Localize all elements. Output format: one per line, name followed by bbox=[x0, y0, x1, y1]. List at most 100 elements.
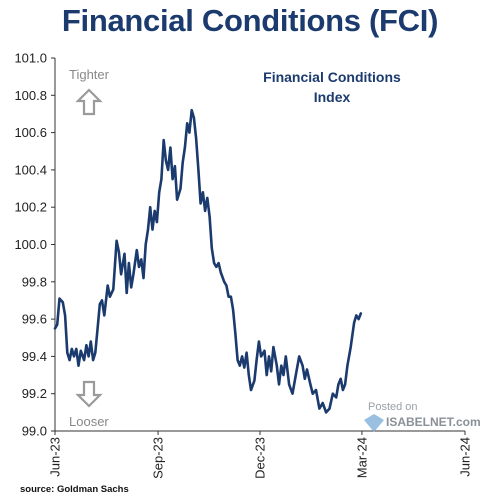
data-point bbox=[328, 407, 331, 410]
data-point bbox=[199, 202, 202, 205]
data-point bbox=[151, 228, 154, 231]
data-point bbox=[99, 303, 101, 305]
data-point bbox=[181, 161, 184, 164]
data-point bbox=[66, 351, 69, 354]
data-point bbox=[112, 288, 115, 291]
data-point bbox=[171, 178, 174, 181]
data-point bbox=[295, 374, 297, 376]
data-point bbox=[206, 197, 209, 199]
data-point bbox=[357, 318, 360, 320]
data-point bbox=[268, 355, 270, 358]
data-point bbox=[234, 333, 237, 335]
data-point bbox=[311, 392, 314, 395]
data-point bbox=[232, 308, 234, 311]
data-point bbox=[280, 364, 283, 367]
data-point bbox=[138, 266, 140, 268]
looser-label: Looser bbox=[69, 414, 109, 429]
data-point bbox=[120, 273, 122, 276]
data-point bbox=[349, 346, 352, 348]
data-point bbox=[315, 389, 317, 391]
y-tick-label: 99.6 bbox=[22, 312, 47, 327]
data-point bbox=[83, 359, 85, 361]
data-point bbox=[75, 348, 78, 350]
y-tick-label: 99.8 bbox=[22, 274, 47, 289]
data-point bbox=[241, 355, 243, 358]
data-point bbox=[342, 389, 344, 391]
y-tick-label: 99.4 bbox=[22, 349, 47, 364]
watermark-site: ISABELNET.com bbox=[386, 415, 481, 429]
data-point bbox=[288, 383, 290, 386]
data-point bbox=[68, 359, 71, 361]
data-point bbox=[202, 191, 204, 194]
data-point bbox=[360, 312, 362, 315]
data-point bbox=[56, 323, 59, 326]
data-point bbox=[250, 389, 252, 391]
x-axis-ticks: Jun-23 Sep-23 Dec-23 Mar-24 Jun-24 bbox=[48, 431, 473, 479]
data-point bbox=[213, 262, 215, 264]
y-tick-label: 100.4 bbox=[14, 162, 47, 177]
data-point bbox=[162, 139, 165, 141]
data-point bbox=[211, 247, 213, 250]
y-tick-label: 99.2 bbox=[22, 386, 47, 401]
up-arrow-icon bbox=[75, 88, 103, 116]
y-tick-label: 100.6 bbox=[14, 125, 47, 140]
page-title: Financial Conditions (FCI) bbox=[61, 3, 439, 38]
data-point bbox=[236, 359, 239, 361]
data-point bbox=[227, 295, 230, 298]
data-point bbox=[245, 351, 248, 354]
data-point bbox=[301, 364, 304, 367]
data-point bbox=[197, 169, 200, 171]
data-point bbox=[260, 355, 262, 358]
data-point bbox=[73, 355, 75, 358]
legend-title-line-1: Financial Conditions bbox=[263, 69, 401, 85]
data-point bbox=[160, 178, 163, 181]
data-point bbox=[321, 402, 324, 404]
data-point bbox=[147, 228, 149, 231]
data-point bbox=[243, 366, 246, 369]
data-point bbox=[253, 379, 256, 382]
series-layer bbox=[53, 108, 363, 414]
legend-title-line-2: Index bbox=[314, 89, 351, 105]
data-point bbox=[346, 364, 349, 367]
logo-shape bbox=[364, 414, 384, 432]
y-tick-label: 100.8 bbox=[14, 88, 47, 103]
data-point bbox=[90, 340, 92, 343]
data-point bbox=[276, 364, 278, 367]
data-point bbox=[230, 295, 232, 298]
data-point bbox=[318, 407, 321, 410]
data-point bbox=[332, 392, 334, 395]
data-point bbox=[140, 258, 143, 261]
data-point bbox=[179, 187, 182, 190]
data-point bbox=[87, 355, 90, 358]
data-point bbox=[225, 284, 228, 287]
data-point bbox=[355, 314, 358, 317]
data-point bbox=[263, 350, 266, 352]
data-point bbox=[92, 359, 94, 361]
data-point bbox=[77, 364, 80, 367]
data-point bbox=[215, 266, 218, 268]
data-point bbox=[223, 281, 225, 283]
data-point bbox=[339, 377, 342, 380]
data-point bbox=[265, 374, 268, 376]
data-point bbox=[298, 355, 301, 358]
data-point bbox=[118, 251, 120, 253]
data-point bbox=[335, 396, 337, 399]
data-point bbox=[135, 249, 138, 251]
data-point bbox=[85, 344, 88, 347]
data-point bbox=[247, 374, 250, 376]
data-point bbox=[130, 286, 132, 289]
data-point bbox=[132, 273, 135, 276]
data-point bbox=[64, 314, 66, 317]
y-tick-label: 100.2 bbox=[14, 200, 47, 215]
up-arrow-shape bbox=[75, 88, 103, 116]
data-point bbox=[125, 292, 128, 294]
data-point bbox=[278, 383, 280, 386]
data-point bbox=[291, 392, 294, 395]
isabelnet-logo-icon bbox=[364, 414, 384, 432]
data-point bbox=[208, 215, 211, 218]
data-point bbox=[101, 299, 103, 302]
data-point bbox=[153, 210, 156, 212]
data-point bbox=[255, 359, 258, 361]
fci-line-chart: 99.0 99.2 99.4 99.6 99.8 100.0 100.2 100.4 100.6… bbox=[14, 51, 481, 479]
data-point bbox=[217, 262, 220, 264]
